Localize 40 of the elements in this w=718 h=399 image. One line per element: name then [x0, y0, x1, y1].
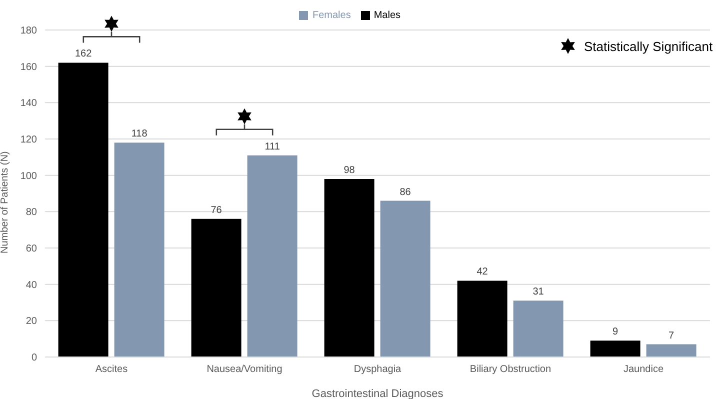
bar: [457, 280, 508, 357]
y-tick-label: 40: [26, 280, 38, 291]
data-label: 86: [400, 186, 412, 198]
bar: [513, 300, 564, 357]
bar: [646, 344, 696, 357]
bar: [114, 142, 164, 357]
y-tick-label: 60: [26, 244, 38, 255]
data-label: 162: [74, 48, 92, 60]
x-tick-label: Nausea/Vomiting: [206, 364, 282, 376]
data-label: 111: [264, 141, 280, 152]
x-tick-label: Ascites: [95, 364, 128, 376]
data-label: 42: [476, 266, 488, 278]
y-tick-label: 80: [26, 207, 38, 218]
annotation: Statistically Significant: [584, 38, 713, 54]
data-label: 76: [210, 204, 222, 216]
legend-label: Males: [374, 10, 401, 21]
data-label: 7: [668, 330, 675, 342]
y-tick-label: 180: [20, 26, 38, 37]
y-axis-title: Number of Patients (N): [0, 151, 11, 254]
x-axis-title: Gastrointestinal Diagnoses: [312, 388, 444, 399]
data-label: 31: [532, 286, 544, 298]
y-tick-label: 0: [31, 352, 38, 364]
bar: [380, 200, 430, 357]
y-tick-label: 140: [20, 98, 38, 110]
bar: [324, 178, 374, 357]
bar: [191, 218, 242, 357]
bar: [247, 155, 298, 357]
bar: [58, 62, 108, 357]
y-tick-label: 100: [20, 170, 38, 182]
y-tick-label: 20: [26, 316, 38, 328]
y-tick-label: 160: [20, 62, 38, 73]
legend-label: Females: [312, 10, 351, 21]
x-tick-label: Biliary Obstruction: [470, 364, 552, 376]
y-tick-label: 120: [20, 134, 38, 146]
data-label: 98: [344, 164, 356, 176]
bar: [590, 340, 640, 357]
data-label: 118: [131, 128, 148, 140]
x-tick-label: Jaundice: [623, 364, 664, 376]
data-label: 9: [612, 326, 619, 338]
x-tick-label: Dysphagia: [354, 364, 402, 376]
